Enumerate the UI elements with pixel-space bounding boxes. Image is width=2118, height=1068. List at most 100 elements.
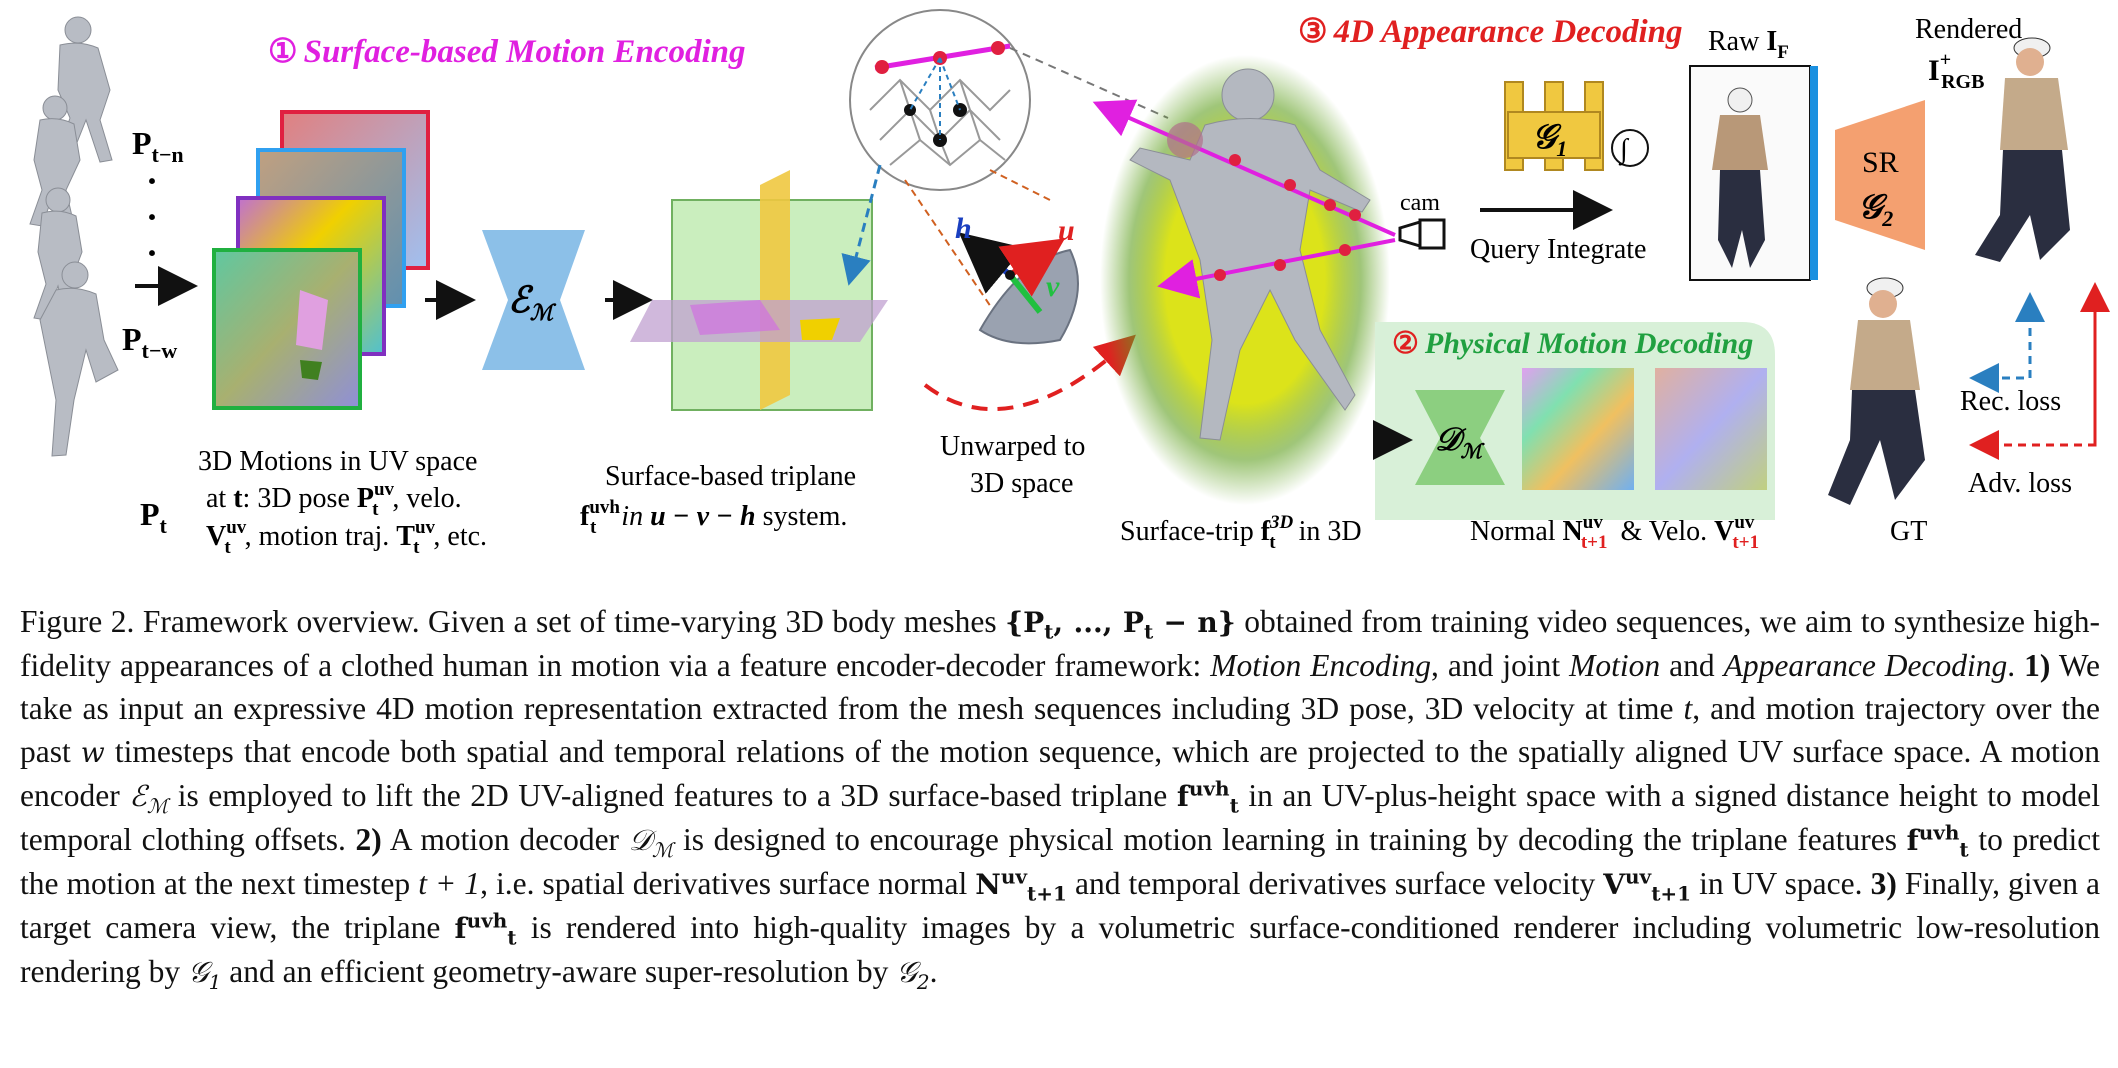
caption-lead: Figure 2. Framework overview. Given a se… bbox=[20, 604, 1006, 639]
caption-velocity: Vuvt+1 bbox=[1603, 864, 1692, 906]
triplane-patch-b bbox=[800, 318, 840, 340]
caption-step-1: 1) bbox=[2024, 648, 2051, 683]
caption-g1: 𝒢1 bbox=[187, 955, 222, 994]
gt-label: GT bbox=[1890, 516, 1927, 547]
mesh-sequence bbox=[29, 16, 119, 457]
rec-loss-label: Rec. loss bbox=[1960, 386, 2061, 417]
query-label: Query Integrate bbox=[1470, 234, 1646, 265]
ray1-point-1 bbox=[1229, 154, 1241, 166]
camera-body bbox=[1418, 218, 1446, 250]
raw-depth-bar bbox=[1810, 66, 1818, 280]
triplane-caption-line2: fuvh t in u − v − h system. bbox=[580, 497, 847, 538]
zoom-inset bbox=[849, 9, 1031, 191]
surface-triplane-3d bbox=[1092, 55, 1396, 505]
ray-sample-region bbox=[1167, 122, 1203, 158]
camera-lens bbox=[1398, 219, 1422, 249]
dot-3: · bbox=[146, 233, 158, 273]
figure-caption: Figure 2. Framework overview. Given a se… bbox=[20, 604, 2101, 994]
physical-motion-decoding-panel: ② Physical Motion Decoding 𝒟ℳ bbox=[1373, 322, 1775, 520]
caption-decoder: 𝒟ℳ bbox=[628, 823, 674, 862]
unwarp-label-1: Unwarped to bbox=[940, 431, 1085, 462]
uv-map-1 bbox=[212, 248, 362, 410]
caption-text: obtained from training video sequences, … bbox=[20, 604, 2101, 683]
motion-decoder bbox=[1415, 390, 1505, 485]
caption-motion: Motion bbox=[1569, 648, 1661, 683]
rendered-symbol: I+ RGB bbox=[1928, 49, 1984, 93]
adv-loss-label: Adv. loss bbox=[1968, 468, 2072, 499]
integral-symbol: ∫ bbox=[1618, 134, 1630, 166]
caption-mesh-set: {Pt, ..., Pt − n} bbox=[1005, 606, 1236, 644]
uv-caption-line3: Vuv t, motion traj. Tuv t, etc. bbox=[206, 517, 487, 558]
caption-step-2: 2) bbox=[355, 822, 382, 857]
framework-figure: Pt−n · · · Pt−w Pt ① Surface-based Motion… bbox=[29, 9, 2110, 558]
uv-maps-stack bbox=[212, 110, 430, 410]
caption-g2: 𝒢2 bbox=[896, 955, 930, 994]
ray2-point-3 bbox=[1339, 244, 1351, 256]
zoom-guide-top bbox=[1009, 47, 1169, 119]
caption-triplane-3: fuvht bbox=[454, 908, 517, 950]
ray2-point-2 bbox=[1274, 259, 1286, 271]
normal-velocity-caption: Normal Nuv t+1 & Velo. Vuv t+1 bbox=[1470, 512, 1759, 553]
ray2-point-1 bbox=[1214, 269, 1226, 281]
dot-1: · bbox=[146, 161, 158, 201]
dot-2: · bbox=[146, 197, 158, 237]
caption-encoder: ℰℳ bbox=[129, 779, 169, 818]
caption-motion-encoding: Motion Encoding bbox=[1210, 648, 1432, 683]
section3-title: ③ 4D Appearance Decoding bbox=[1298, 14, 1683, 50]
adv-loss-path bbox=[1969, 290, 2097, 460]
zoom-sample-3 bbox=[991, 41, 1005, 55]
zoom-sample-1 bbox=[875, 60, 889, 74]
section2-title: ② Physical Motion Decoding bbox=[1392, 327, 1753, 360]
framework-diagram: Pt−n · · · Pt−w Pt ① Surface-based Motion… bbox=[29, 9, 2110, 558]
uv-caption: 3D Motions in UV space at t: 3D pose Puv… bbox=[198, 446, 487, 558]
axis-h-label: h bbox=[955, 212, 972, 245]
ray1-point-4 bbox=[1349, 209, 1361, 221]
sr-block bbox=[1835, 100, 1925, 250]
caption-triplane-2: fuvht bbox=[1906, 820, 1969, 862]
triplane-caption-line1: Surface-based triplane bbox=[605, 461, 856, 492]
velocity-map bbox=[1655, 368, 1767, 490]
axis-v-label: v bbox=[1046, 270, 1060, 303]
zoom-mesh bbox=[869, 78, 1011, 167]
sr-label: SR bbox=[1862, 146, 1899, 179]
axis-h-arrow bbox=[958, 232, 1025, 294]
ray1-point-3 bbox=[1324, 199, 1336, 211]
mesh-pt bbox=[39, 261, 119, 457]
caption-step-3: 3) bbox=[1870, 866, 1897, 901]
surface-patch: h u v bbox=[955, 212, 1079, 345]
axis-u-arrow bbox=[998, 238, 1065, 297]
zoom-guide-right bbox=[989, 169, 1051, 201]
uv-patch-b bbox=[300, 360, 322, 380]
integral-circle bbox=[1611, 129, 1649, 167]
encoder-label: ℰℳ bbox=[508, 280, 557, 325]
unwarp-arrow bbox=[923, 334, 1136, 412]
raw-person bbox=[1712, 87, 1768, 268]
label-pt-w: Pt−w bbox=[122, 321, 177, 363]
camera-label: cam bbox=[1400, 190, 1440, 216]
label-pt: Pt bbox=[140, 496, 168, 538]
triplane bbox=[630, 170, 888, 411]
caption-appearance-decoding: Appearance Decoding bbox=[1723, 648, 2008, 683]
raw-label: Raw IF bbox=[1708, 26, 1789, 63]
triplane-caption: Surface-based triplane fuvh t in u − v − … bbox=[580, 461, 856, 538]
gt-person bbox=[1828, 277, 1925, 505]
rendered-person bbox=[1975, 37, 2070, 262]
triplane-patch-a bbox=[690, 300, 780, 335]
zoom-to-triplane-arrow bbox=[841, 164, 882, 286]
normal-map bbox=[1522, 368, 1634, 490]
label-pt-n: Pt−n bbox=[132, 125, 184, 167]
axis-u-label: u bbox=[1058, 214, 1075, 247]
camera: cam bbox=[1398, 190, 1446, 250]
uv-caption-line2: at t: 3D pose Puv t, velo. bbox=[206, 479, 462, 520]
rendered-label: Rendered bbox=[1915, 14, 2022, 45]
zoom-link-1 bbox=[909, 57, 941, 111]
renderer-g1: 𝒢1 ∫ bbox=[1504, 81, 1649, 171]
uv-caption-line1: 3D Motions in UV space bbox=[198, 446, 477, 477]
caption-var-t: t bbox=[1683, 691, 1693, 726]
motion-encoder bbox=[482, 230, 585, 370]
raw-image: Raw IF bbox=[1689, 26, 1818, 281]
surface-trip-caption: Surface-trip f3D t in 3D bbox=[1120, 512, 1362, 553]
caption-normal: Nuvt+1 bbox=[975, 864, 1067, 906]
caption-var-w: w bbox=[80, 736, 105, 769]
uv-patch-a bbox=[296, 290, 328, 350]
